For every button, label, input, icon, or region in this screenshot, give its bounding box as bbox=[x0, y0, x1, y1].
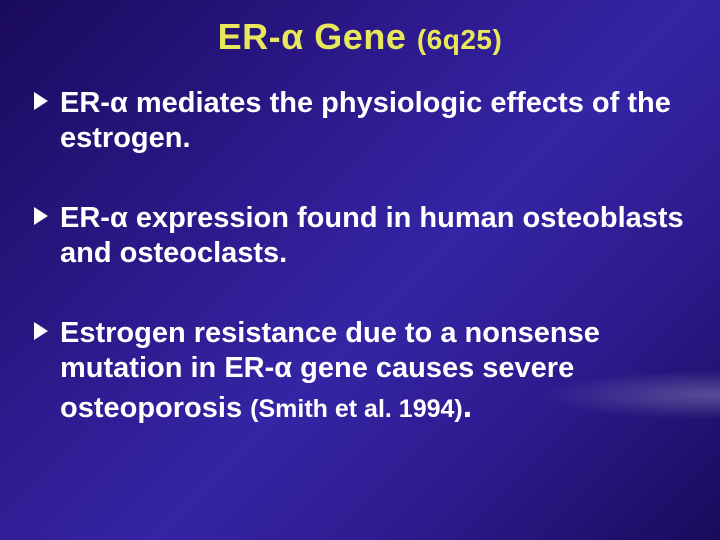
bullet-item: ER-α mediates the physiologic effects of… bbox=[34, 86, 698, 157]
bullet-item: ER-α expression found in human osteoblas… bbox=[34, 201, 698, 272]
bullet-arrow-icon bbox=[34, 207, 48, 225]
bullet-arrow-icon bbox=[34, 92, 48, 110]
slide-title: ER-α Gene (6q25) bbox=[0, 0, 720, 86]
title-sub: (6q25) bbox=[417, 24, 502, 55]
bullet-text: ER-α expression found in human osteoblas… bbox=[60, 202, 684, 269]
bullet-arrow-icon bbox=[34, 322, 48, 340]
bullet-period: . bbox=[463, 387, 472, 425]
bullet-list: ER-α mediates the physiologic effects of… bbox=[0, 86, 720, 428]
bullet-text: ER-α mediates the physiologic effects of… bbox=[60, 87, 671, 154]
title-main: ER-α Gene bbox=[218, 16, 407, 57]
bullet-item: Estrogen resistance due to a nonsense mu… bbox=[34, 316, 698, 428]
bullet-citation: (Smith et al. 1994) bbox=[250, 395, 463, 423]
